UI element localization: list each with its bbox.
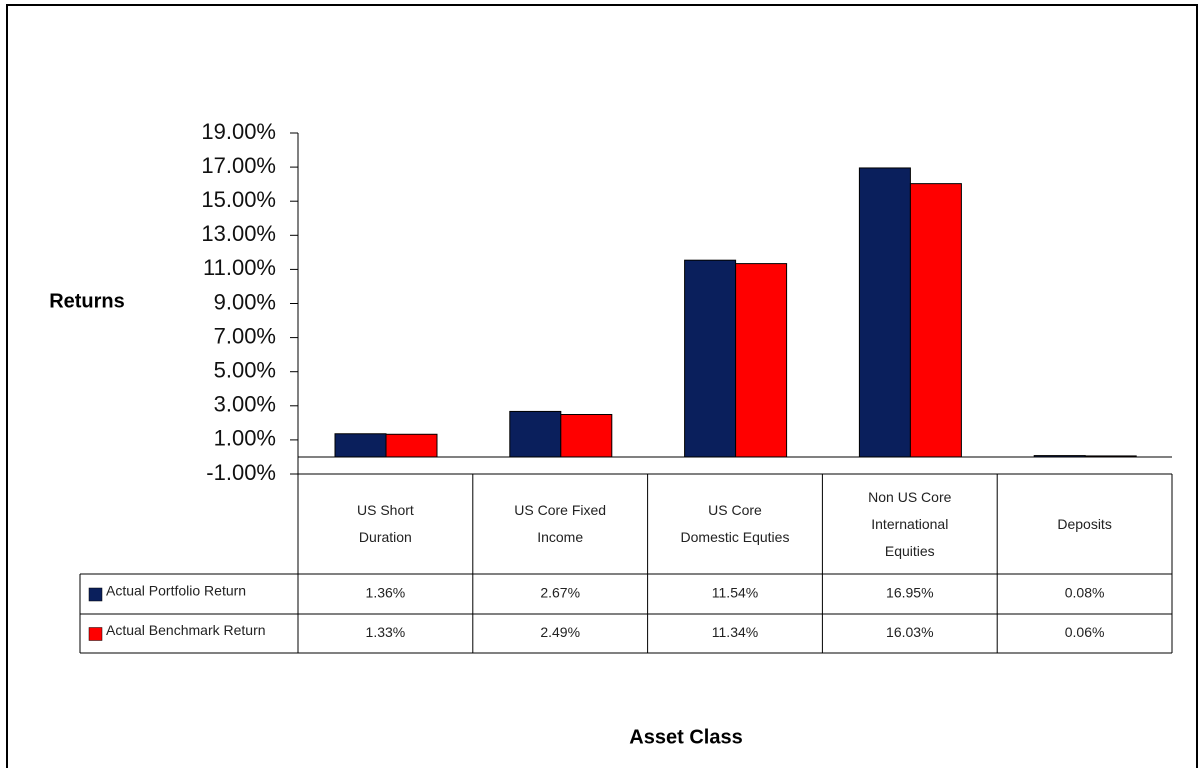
category-label: US Core Fixed Income [473, 474, 648, 574]
table-value: 16.03% [886, 624, 933, 640]
category-text: Non US Core International Equities [868, 488, 952, 559]
table-value: 1.33% [366, 624, 406, 640]
category-label: Non US Core International Equities [822, 474, 997, 574]
y-tick-label: -1.00% [206, 460, 276, 485]
y-tick-label: 5.00% [214, 358, 276, 383]
category-text: Deposits [1057, 515, 1112, 532]
table-value: 11.34% [712, 624, 758, 640]
y-axis-title: Returns [49, 290, 125, 312]
y-tick-label: 17.00% [201, 153, 276, 178]
y-tick-label: 11.00% [203, 255, 276, 280]
legend-key [88, 627, 103, 641]
category-label: Deposits [997, 474, 1172, 574]
category-text: US Core Fixed Income [514, 502, 607, 545]
bar [509, 410, 562, 458]
category-text: US Short Duration [356, 502, 414, 545]
y-tick-label: 9.00% [214, 289, 276, 314]
y-tick-label: 19.00% [201, 119, 276, 144]
legend-label: Actual Benchmark Return [106, 622, 266, 638]
bar [858, 167, 911, 458]
table-value: 0.06% [1065, 624, 1105, 640]
table-value: 11.54% [712, 585, 758, 601]
table-value: 1.36% [366, 585, 406, 601]
category-text: US Core Domestic Equties [680, 502, 790, 545]
y-tick-label: 3.00% [214, 392, 276, 417]
y-tick-label: 7.00% [214, 323, 276, 348]
bar [385, 433, 438, 458]
legend-label: Actual Portfolio Return [106, 583, 246, 599]
bar [334, 433, 387, 458]
y-tick-label: 1.00% [214, 426, 276, 451]
table-value: 0.08% [1065, 585, 1105, 601]
category-label: US Short Duration [298, 474, 473, 574]
legend-key [88, 587, 103, 602]
frame [6, 4, 1198, 768]
category-label: US Core Domestic Equties [648, 474, 823, 574]
bar [684, 259, 737, 458]
table-value: 2.49% [540, 624, 580, 640]
table-value: 16.95% [886, 585, 933, 601]
bar [560, 413, 613, 458]
y-tick-label: 15.00% [201, 187, 276, 212]
y-tick-label: 13.00% [201, 221, 276, 246]
table-value: 2.67% [540, 585, 580, 601]
x-axis-title: Asset Class [629, 726, 742, 748]
bar [909, 183, 962, 458]
bar [735, 263, 788, 458]
